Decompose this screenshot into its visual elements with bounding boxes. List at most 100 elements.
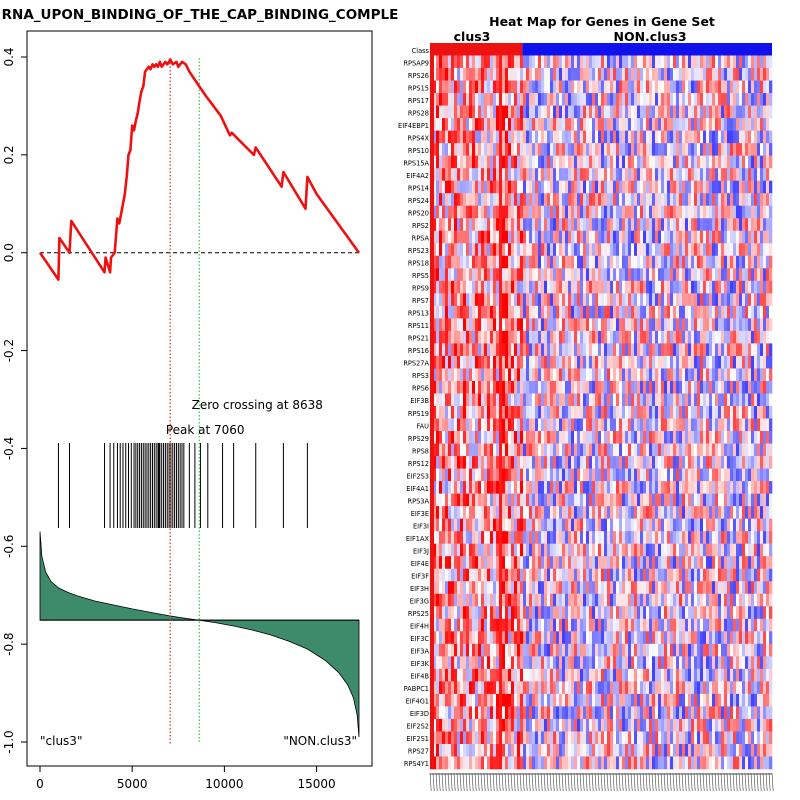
heatmap-cell — [655, 180, 659, 194]
heatmap-cell — [667, 118, 671, 131]
heatmap-cell — [460, 230, 464, 244]
heatmap-cell — [493, 343, 497, 357]
heatmap-cell — [595, 418, 599, 432]
heatmap-cell — [697, 155, 701, 169]
heatmap-cell — [682, 581, 686, 595]
heatmap-cell — [472, 330, 476, 344]
heatmap-cell — [745, 431, 749, 444]
heatmap-cell — [661, 118, 665, 131]
heatmap-cell — [655, 406, 659, 419]
heatmap-cell — [535, 518, 539, 532]
heatmap-cell — [643, 105, 647, 119]
heatmap-cell — [466, 268, 470, 282]
heatmap-cell — [664, 531, 668, 544]
heatmap-cell — [739, 418, 743, 432]
heatmap-cell — [610, 168, 614, 181]
heatmap-cell — [496, 205, 500, 219]
heatmap-cell — [607, 80, 611, 94]
heatmap-cell — [586, 506, 590, 519]
heatmap-cell — [571, 68, 575, 81]
heatmap-cell — [457, 443, 461, 457]
heatmap-cell — [721, 130, 725, 144]
heatmap-cell — [733, 318, 737, 332]
heatmap-cell — [592, 406, 596, 419]
heatmap-cell — [457, 280, 461, 294]
heatmap-cell — [493, 155, 497, 169]
heatmap-cell — [451, 368, 455, 382]
heatmap-cell — [553, 493, 557, 507]
heatmap-cell — [448, 105, 452, 119]
heatmap-cell — [766, 255, 770, 269]
heatmap-cell — [667, 130, 671, 144]
heatmap-cell — [736, 506, 740, 519]
heatmap-cell — [532, 193, 536, 207]
heatmap-cell — [631, 155, 635, 169]
heatmap-cell — [700, 568, 704, 582]
heatmap-cell — [727, 93, 731, 106]
heatmap-cell — [559, 68, 563, 81]
heatmap-cell — [718, 318, 722, 332]
heatmap-cell — [721, 380, 725, 394]
heatmap-cell — [526, 431, 530, 444]
heatmap-cell — [466, 305, 470, 319]
heatmap-cell — [475, 581, 479, 595]
heatmap-cell — [598, 343, 602, 357]
heatmap-cell — [592, 143, 596, 156]
heatmap-cell — [757, 406, 761, 419]
heatmap-cell — [664, 518, 668, 532]
heatmap-cell — [727, 443, 731, 457]
heatmap-cell — [727, 293, 731, 307]
heatmap-cell — [661, 168, 665, 181]
heatmap-cell — [472, 218, 476, 232]
heatmap-cell — [739, 293, 743, 307]
heatmap-cell — [493, 330, 497, 344]
heatmap-cell — [451, 268, 455, 282]
heatmap-cell — [676, 143, 680, 156]
heatmap-cell — [733, 493, 737, 507]
heatmap-cell — [709, 418, 713, 432]
heatmap-cell — [673, 68, 677, 81]
heatmap-cell — [733, 380, 737, 394]
heatmap-cell — [733, 68, 737, 81]
heatmap-cell — [661, 205, 665, 219]
heatmap-cell — [712, 68, 716, 81]
heatmap-cell — [619, 143, 623, 156]
heatmap-cell — [706, 130, 710, 144]
heatmap-cell — [571, 318, 575, 332]
heatmap-cell — [538, 406, 542, 419]
heatmap-cell — [763, 243, 767, 257]
heatmap-cell — [592, 355, 596, 369]
heatmap-cell — [604, 243, 608, 257]
heatmap-cell — [574, 218, 578, 232]
heatmap-cell — [724, 255, 728, 269]
heatmap-cell — [718, 456, 722, 469]
heatmap-cell — [643, 506, 647, 519]
heatmap-cell — [481, 355, 485, 369]
heatmap-cell — [625, 268, 629, 282]
heatmap-cell — [685, 255, 689, 269]
heatmap-cell — [481, 518, 485, 532]
heatmap-cell — [553, 55, 557, 69]
heatmap-cell — [607, 380, 611, 394]
heatmap-cell — [631, 143, 635, 156]
heatmap-cell — [487, 343, 491, 357]
heatmap-cell — [568, 255, 572, 269]
heatmap-cell — [529, 568, 533, 582]
heatmap-cell — [574, 205, 578, 219]
heatmap-cell — [688, 143, 692, 156]
heatmap-cell — [760, 268, 764, 282]
heatmap-cell — [469, 230, 473, 244]
heatmap-cell — [631, 68, 635, 81]
heatmap-cell — [451, 493, 455, 507]
heatmap-cell — [712, 93, 716, 106]
heatmap-cell — [550, 230, 554, 244]
heatmap-cell — [550, 205, 554, 219]
heatmap-cell — [604, 68, 608, 81]
heatmap-cell — [694, 393, 698, 407]
heatmap-cell — [688, 543, 692, 557]
heatmap-cell — [529, 55, 533, 69]
heatmap-cell — [607, 531, 611, 544]
heatmap-cell — [568, 130, 572, 144]
heatmap-cell — [514, 318, 518, 332]
heatmap-cell — [433, 293, 437, 307]
